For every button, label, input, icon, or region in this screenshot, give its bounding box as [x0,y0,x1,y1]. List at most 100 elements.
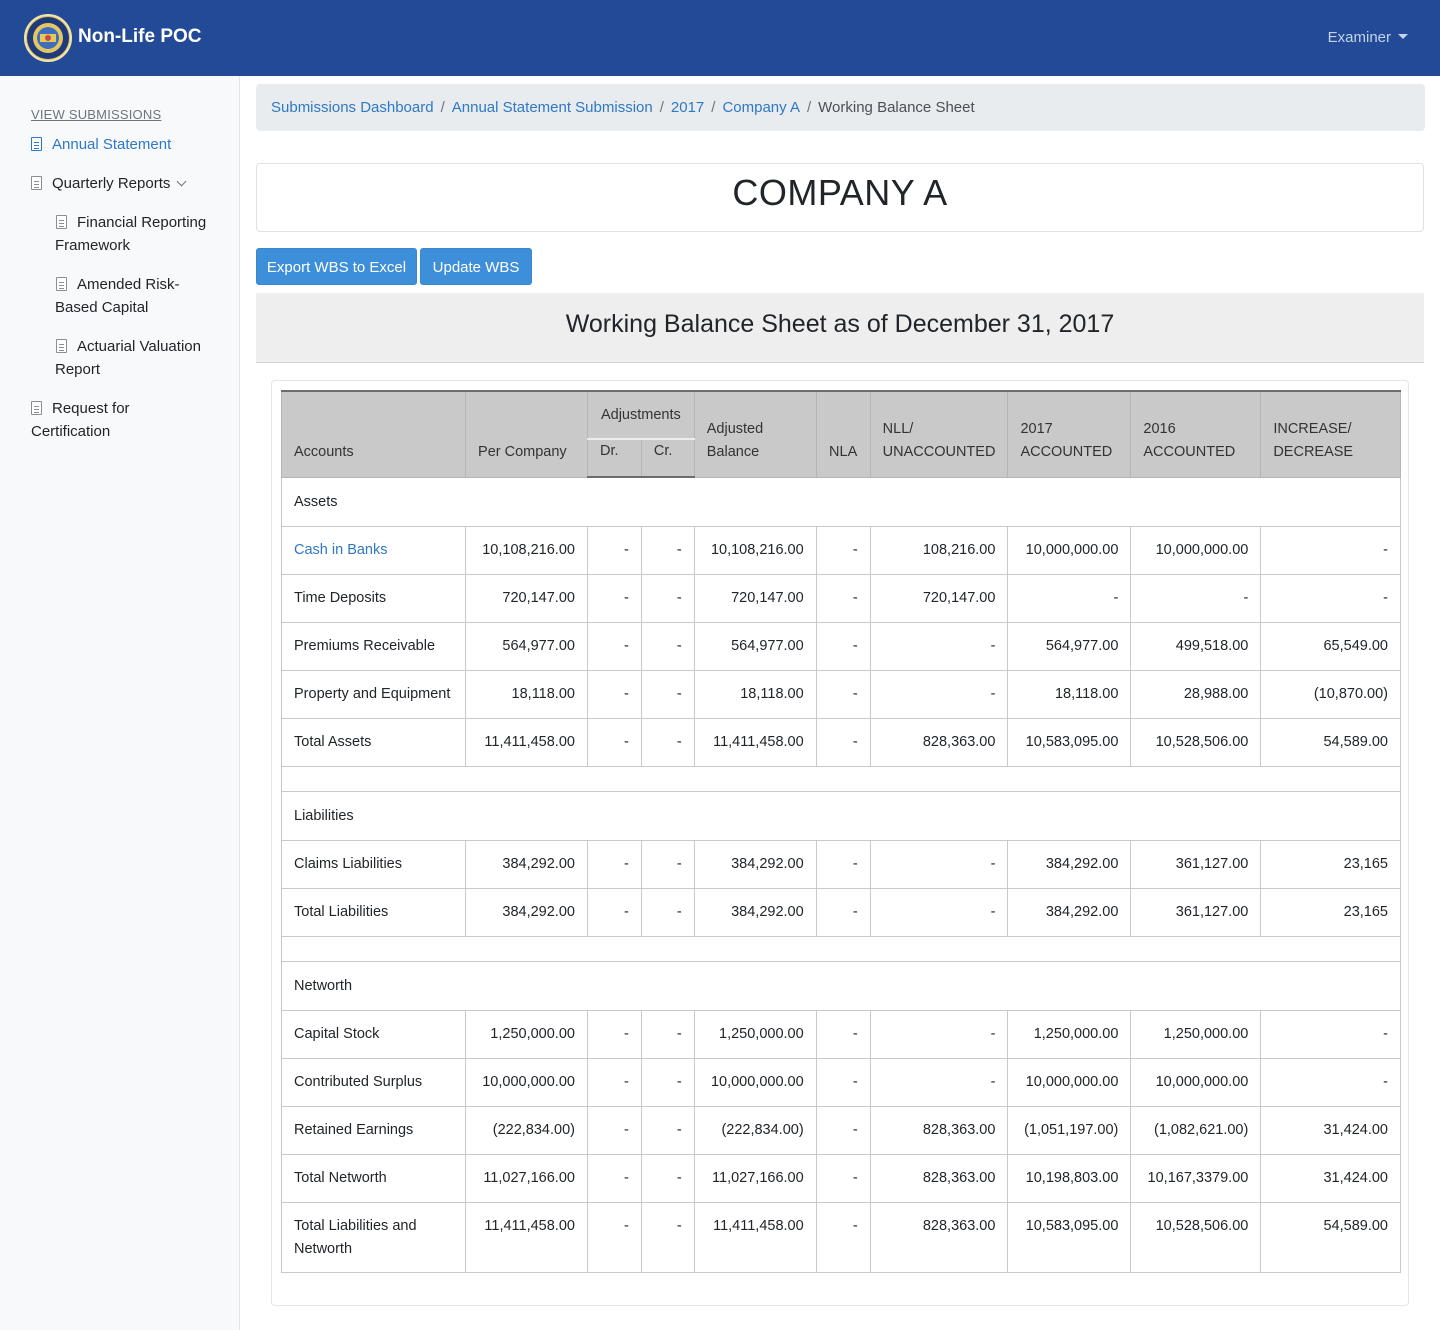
sidebar-item-request-for-certification[interactable]: Request for Certification [31,397,181,443]
sidebar-item-annual-statement[interactable]: Annual Statement [31,133,221,156]
cell-accounted-2016: 10,000,000.00 [1130,525,1262,575]
breadcrumb-separator: / [440,99,445,116]
col-header-accounts: Accounts [280,390,467,478]
header-line: UNACCOUNTED [882,443,996,460]
export-wbs-button[interactable]: Export WBS to Excel [256,248,417,285]
cell-dr: - [586,1009,642,1059]
cell-account: Total Networth [280,1153,467,1203]
user-menu-dropdown[interactable]: Examiner [1328,29,1408,46]
cell-per-company: 11,411,458.00 [465,1201,588,1273]
cell-per-company: 10,000,000.00 [465,1057,588,1107]
cell-nll-unaccounted: 828,363.00 [869,1201,1009,1273]
sidebar-heading[interactable]: VIEW SUBMISSIONS [31,107,162,122]
cell-dr: - [586,839,642,889]
breadcrumb-link-annual-statement-submission[interactable]: Annual Statement Submission [451,99,653,116]
insurance-commission-seal-logo[interactable] [24,14,72,62]
cell-cr: - [640,887,695,937]
cell-account: Total Liabilities [280,887,467,937]
cell-accounted-2017: 18,118.00 [1007,669,1132,719]
header-line: NLL/ [882,420,914,437]
sheet-title: Working Balance Sheet as of December 31,… [565,310,1115,338]
sidebar-item-label: Request for Certification [31,400,130,440]
cell-accounted-2017: (1,051,197.00) [1007,1105,1132,1155]
cell-dr: - [586,621,642,671]
cell-accounted-2017: - [1007,573,1132,623]
sidebar-item-label: Quarterly Reports [52,175,171,192]
sidebar-item-label: Annual Statement [52,136,172,153]
col-header-per-company: Per Company [465,390,588,478]
cell-nla: - [815,669,871,719]
cell-per-company: 564,977.00 [465,621,588,671]
cell-dr: - [586,573,642,623]
document-icon [56,277,67,291]
header-line: ACCOUNTED [1143,443,1236,460]
sheet-title-panel: Working Balance Sheet as of December 31,… [256,293,1424,363]
cell-nll-unaccounted: - [869,1009,1009,1059]
cell-adjusted-balance: 384,292.00 [693,839,817,889]
cell-nla: - [815,1105,871,1155]
cell-accounted-2017: 10,198,803.00 [1007,1153,1132,1203]
cell-dr: - [586,1105,642,1155]
cell-cr: - [640,1057,695,1107]
cell-nla: - [815,839,871,889]
table-row: Claims Liabilities 384,292.00- -384,292.00… [280,839,1401,889]
col-header-2017-accounted: 2017 ACCOUNTED [1007,390,1132,478]
sidebar-item-financial-reporting-framework[interactable]: Financial Reporting Framework [55,211,220,257]
cell-account: Premiums Receivable [280,621,467,671]
cell-increase-decrease: (10,870.00) [1260,669,1401,719]
cell-increase-decrease: - [1260,1057,1401,1107]
cell-nla: - [815,621,871,671]
cell-nla: - [815,573,871,623]
col-header-increase-decrease: INCREASE/DECREASE [1260,390,1401,478]
cell-account: Time Deposits [280,573,467,623]
section-header-assets: Assets [281,476,1401,527]
header-line: Adjusted [706,420,764,437]
cell-per-company: 11,027,166.00 [465,1153,588,1203]
table-row: Contributed Surplus 10,000,000.00- -10,000… [280,1057,1401,1107]
cell-nla: - [815,887,871,937]
cell-accounted-2016: (1,082,621.00) [1130,1105,1262,1155]
app-title[interactable]: Non-Life POC [78,26,202,47]
breadcrumb-link-company[interactable]: Company A [722,99,800,116]
cell-per-company: (222,834.00) [465,1105,588,1155]
cell-nll-unaccounted: 828,363.00 [869,1105,1009,1155]
account-link-cash-in-banks[interactable]: Cash in Banks [294,542,388,558]
cell-accounted-2016: 499,518.00 [1130,621,1262,671]
section-header-networth: Networth [281,960,1401,1011]
cell-nll-unaccounted: - [869,1057,1009,1107]
spacer-row [281,935,1401,962]
col-header-cr: Cr. [640,438,695,478]
cell-per-company: 384,292.00 [465,887,588,937]
table-row: Total Liabilities 384,292.00- -384,292.00-… [280,887,1401,937]
update-wbs-button[interactable]: Update WBS [420,248,532,285]
breadcrumb-link-submissions-dashboard[interactable]: Submissions Dashboard [271,99,434,116]
table-row: Capital Stock 1,250,000.00- -1,250,000.00-… [280,1009,1401,1059]
cell-per-company: 720,147.00 [465,573,588,623]
working-balance-sheet-table: Accounts Per Company Adjustments Adjuste… [280,390,1401,1273]
cell-dr: - [586,717,642,767]
chevron-down-icon [176,176,187,187]
table-row: Total Liabilities and Networth 11,411,458… [280,1201,1401,1273]
sidebar-item-quarterly-reports[interactable]: Quarterly Reports [31,172,221,195]
cell-cr: - [640,1105,695,1155]
cell-account: Retained Earnings [280,1105,467,1155]
cell-cr: - [640,525,695,575]
cell-account: Total Assets [280,717,467,767]
breadcrumb-separator: / [659,99,664,116]
cell-cr: - [640,669,695,719]
cell-increase-decrease: 23,165 [1260,887,1401,937]
cell-account: Property and Equipment [280,669,467,719]
section-header-liabilities: Liabilities [281,790,1401,841]
cell-cr: - [640,839,695,889]
cell-adjusted-balance: 18,118.00 [693,669,817,719]
sidebar-item-actuarial-valuation-report[interactable]: Actuarial Valuation Report [55,335,220,381]
cell-increase-decrease: 54,589.00 [1260,717,1401,767]
breadcrumb-link-year[interactable]: 2017 [670,99,705,116]
cell-nll-unaccounted: 828,363.00 [869,1153,1009,1203]
sidebar-item-amended-risk-based-capital[interactable]: Amended Risk-Based Capital [55,273,220,319]
col-header-adjustments: Adjustments [586,390,695,440]
company-name: COMPANY A [732,172,948,213]
cell-accounted-2016: 361,127.00 [1130,887,1262,937]
header-line: DECREASE [1273,443,1354,460]
cell-nla: - [815,1153,871,1203]
